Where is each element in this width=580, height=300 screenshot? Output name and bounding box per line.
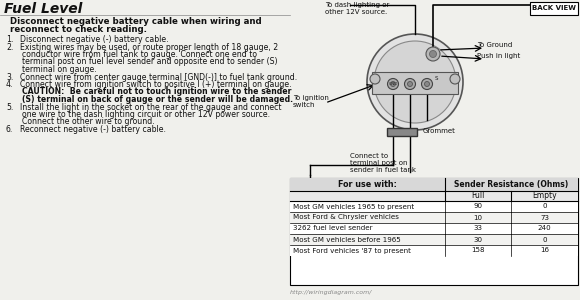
Circle shape <box>450 74 460 84</box>
Text: terminal on gauge.: terminal on gauge. <box>22 65 97 74</box>
Text: 3.: 3. <box>6 73 13 82</box>
Text: 0: 0 <box>542 203 547 209</box>
Circle shape <box>425 82 430 86</box>
Text: Most GM vehicles 1965 to present: Most GM vehicles 1965 to present <box>293 203 414 209</box>
Text: 5.: 5. <box>6 103 13 112</box>
Bar <box>290 191 578 201</box>
Text: 16: 16 <box>540 248 549 254</box>
Text: 6.: 6. <box>6 125 13 134</box>
Text: Reconnect negative (-) battery cable.: Reconnect negative (-) battery cable. <box>20 125 166 134</box>
Text: 90: 90 <box>473 203 483 209</box>
Text: Disconnect negative (-) battery cable.: Disconnect negative (-) battery cable. <box>20 35 169 44</box>
Bar <box>290 178 578 191</box>
Text: 4.: 4. <box>6 80 13 89</box>
Circle shape <box>426 47 440 61</box>
Bar <box>290 223 578 234</box>
Text: For use with:: For use with: <box>338 180 397 189</box>
Text: To ignition
switch: To ignition switch <box>293 95 329 108</box>
Bar <box>290 245 578 256</box>
Text: To Ground: To Ground <box>477 42 512 48</box>
Circle shape <box>387 79 398 89</box>
Text: reconnect to check reading.: reconnect to check reading. <box>10 25 147 34</box>
Text: Connect to
terminal post on
sender in fuel tank: Connect to terminal post on sender in fu… <box>350 153 416 173</box>
Text: 73: 73 <box>540 214 549 220</box>
Bar <box>290 212 578 223</box>
Bar <box>290 201 578 212</box>
Circle shape <box>404 79 415 89</box>
Circle shape <box>367 34 463 130</box>
Text: Grommet: Grommet <box>423 128 456 134</box>
Text: Connect the other wire to ground.: Connect the other wire to ground. <box>22 118 155 127</box>
Text: terminal post on fuel level sender and opposite end to sender (S): terminal post on fuel level sender and o… <box>22 58 277 67</box>
Text: CAUTION:  Be careful not to touch ignition wire to the sender: CAUTION: Be careful not to touch ignitio… <box>22 88 292 97</box>
Bar <box>290 234 578 245</box>
Text: Most Ford vehicles '87 to present: Most Ford vehicles '87 to present <box>293 248 411 254</box>
Text: Empty: Empty <box>532 191 557 200</box>
Text: conductor wire from fuel tank to gauge. Connect one end to: conductor wire from fuel tank to gauge. … <box>22 50 257 59</box>
Circle shape <box>390 82 396 86</box>
Text: Ground to
fuel tank: Ground to fuel tank <box>298 188 333 201</box>
Text: GND: GND <box>389 82 398 86</box>
Text: Connect wire from center gauge terminal [GND(-)] to fuel tank ground.: Connect wire from center gauge terminal … <box>20 73 297 82</box>
Text: Existing wires may be used, or route proper length of 18 gauge, 2: Existing wires may be used, or route pro… <box>20 43 278 52</box>
Text: 158: 158 <box>471 248 485 254</box>
Circle shape <box>374 41 456 123</box>
Text: http://wiringdiagram.com/: http://wiringdiagram.com/ <box>290 290 372 295</box>
Text: Connect wire from ignition switch to positive I (+) terminal on gauge.: Connect wire from ignition switch to pos… <box>20 80 292 89</box>
Text: 3262 fuel level sender: 3262 fuel level sender <box>293 226 372 232</box>
Text: Disconnect negative battery cable when wiring and: Disconnect negative battery cable when w… <box>10 17 262 26</box>
Circle shape <box>422 79 433 89</box>
Text: one wire to the dash lighting circuit or other 12V power source.: one wire to the dash lighting circuit or… <box>22 110 270 119</box>
Text: Most Ford & Chrysler vehicles: Most Ford & Chrysler vehicles <box>293 214 399 220</box>
Bar <box>290 178 578 285</box>
Text: Install the light in the socket on the rear of the gauge and connect: Install the light in the socket on the r… <box>20 103 281 112</box>
Circle shape <box>408 82 412 86</box>
Bar <box>530 2 578 15</box>
Text: 1.: 1. <box>6 35 13 44</box>
Text: Push in light: Push in light <box>477 53 520 59</box>
Text: other 12V source.: other 12V source. <box>325 9 387 15</box>
Text: Fuel Level: Fuel Level <box>4 2 82 16</box>
Text: Sender Resistance (Ohms): Sender Resistance (Ohms) <box>454 180 568 189</box>
Text: Most GM vehicles before 1965: Most GM vehicles before 1965 <box>293 236 401 242</box>
Text: 0: 0 <box>542 236 547 242</box>
Text: BACK VIEW: BACK VIEW <box>532 5 576 11</box>
Circle shape <box>370 74 380 84</box>
Text: 240: 240 <box>538 226 552 232</box>
Text: (S) terminal on back of gauge or the sender will be damaged.: (S) terminal on back of gauge or the sen… <box>22 95 293 104</box>
Text: 2.: 2. <box>6 43 13 52</box>
Text: 10: 10 <box>473 214 483 220</box>
Circle shape <box>430 50 437 58</box>
Text: 33: 33 <box>473 226 483 232</box>
Bar <box>387 128 417 136</box>
Text: To dash lighting or: To dash lighting or <box>325 2 389 8</box>
Bar <box>372 72 458 94</box>
Text: S: S <box>435 76 438 82</box>
Text: Full: Full <box>472 191 485 200</box>
Text: 30: 30 <box>473 236 483 242</box>
